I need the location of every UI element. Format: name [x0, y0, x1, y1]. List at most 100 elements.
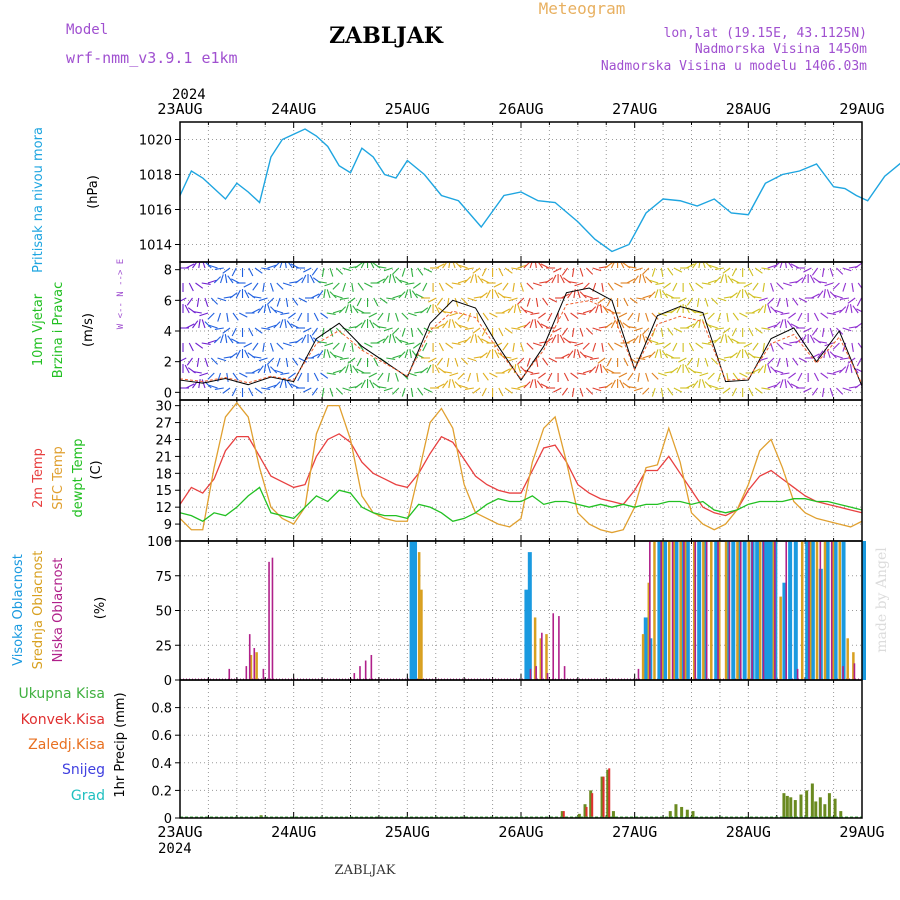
cloud-bar: [800, 541, 804, 680]
precip-bar: [583, 804, 587, 818]
wind-barb: [829, 351, 837, 359]
wind-barb: [282, 342, 292, 347]
wind-barb: [230, 278, 240, 284]
wind-barb: [642, 354, 652, 359]
wind-barb: [423, 267, 433, 273]
wind-barb: [407, 312, 417, 317]
wind-barb: [704, 297, 709, 307]
panel-cloud: 0 25 50 75 100: [147, 535, 866, 689]
wind-barb: [352, 365, 359, 374]
wind-barb: [563, 372, 569, 382]
wind-barb: [219, 274, 224, 284]
cloud-bar: [249, 654, 253, 680]
wind-barb: [701, 379, 706, 389]
year-bottom: 2024: [158, 841, 192, 857]
cloud-bar: [852, 652, 855, 680]
wind-barb: [313, 312, 319, 322]
wind-barb: [442, 262, 448, 269]
wind-barb: [243, 342, 253, 348]
wind-barb: [561, 353, 570, 359]
wind-barb: [629, 297, 638, 304]
wind-barb: [695, 342, 704, 349]
wind-barb: [356, 308, 365, 314]
wind-barb: [767, 364, 772, 374]
wind-barb: [678, 357, 687, 363]
panel-frame: [179, 679, 863, 819]
wind-barb: [442, 371, 452, 374]
y-tick-label: 6: [164, 294, 172, 309]
wind-barb: [458, 324, 468, 329]
wind-barb: [401, 312, 409, 320]
wind-barb: [511, 387, 521, 390]
wind-barb: [787, 262, 794, 269]
wind-barb: [701, 342, 711, 345]
wind-barb: [757, 305, 764, 314]
lonlat: lon,lat (19.15E, 43.1125N): [664, 26, 868, 41]
wind-barb: [829, 267, 834, 277]
wind-barb: [524, 369, 534, 374]
wind-barb: [239, 312, 248, 318]
wind-barb: [270, 306, 278, 314]
wind-barb: [508, 297, 518, 302]
y-tick-label: 27: [155, 417, 172, 432]
bottom-day-label: 23AUG: [157, 823, 202, 841]
temp-series-3: [179, 486, 863, 523]
precip-bar: [585, 806, 588, 818]
precip-bar: [814, 801, 818, 818]
wind-barb: [401, 267, 406, 277]
wind-barb: [576, 312, 586, 315]
wind-barb: [273, 381, 281, 389]
cloud-bar: [736, 541, 739, 680]
cloud-bar: [702, 541, 707, 680]
wind-barb: [785, 357, 789, 367]
wind-barb: [829, 327, 834, 337]
wind-barb: [627, 312, 634, 321]
wind-barb: [570, 372, 579, 379]
wind-barb: [597, 297, 606, 304]
wind-barb: [832, 342, 840, 350]
wind-barb: [692, 320, 699, 329]
wind-barb: [472, 267, 481, 274]
wind-barb: [472, 327, 481, 334]
wind-barb: [773, 381, 781, 389]
wind-barb: [184, 364, 190, 374]
cloud-bar: [825, 541, 830, 680]
wind-barb: [782, 282, 792, 287]
cloud-bar: [546, 673, 549, 680]
cloud-bar: [643, 617, 648, 680]
wind-barb: [317, 281, 327, 284]
wind-barb: [195, 342, 204, 349]
cloud-bar: [271, 557, 274, 680]
wind-barb: [761, 267, 771, 270]
wind-barb: [767, 324, 777, 329]
wind-barb: [321, 267, 325, 277]
wind-barb: [267, 324, 277, 329]
wind-barb: [321, 387, 325, 397]
wind-barb: [279, 379, 284, 389]
y-tick-label: 0.2: [151, 784, 172, 799]
wind-barb: [369, 319, 375, 329]
wind-barb: [776, 342, 784, 350]
wind-barb: [583, 354, 593, 359]
wind-barb: [270, 342, 274, 352]
wind-barb: [409, 289, 412, 299]
wind-barb: [660, 267, 664, 277]
wind-barb: [504, 387, 513, 394]
year-top: 2024: [172, 87, 206, 103]
wind-barb: [309, 274, 315, 284]
wind-barb: [222, 387, 231, 394]
bottom-time-axis: 23AUG 24AUG 25AUG 26AUG 27AUG 28AUG 29AUG: [157, 823, 884, 841]
wind-barb: [512, 282, 515, 292]
wind-barb: [276, 357, 281, 367]
cloud-bar: [785, 541, 788, 680]
wind-barb: [813, 312, 819, 322]
wind-barb: [585, 387, 594, 395]
y-tick-label: 30: [155, 400, 172, 415]
wind-barb: [267, 304, 272, 314]
wind-barb: [226, 312, 229, 322]
wind-barb: [232, 312, 239, 321]
top-day-label: 29AUG: [839, 100, 884, 118]
y-tick-label: 12: [155, 501, 172, 516]
wind-barb: [727, 275, 734, 284]
wind-barb: [618, 312, 628, 318]
